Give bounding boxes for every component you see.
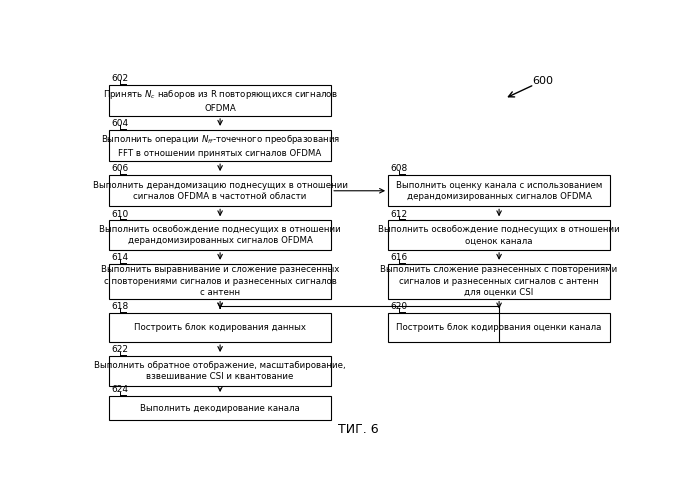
Bar: [388, 175, 610, 206]
Text: 624: 624: [112, 386, 129, 394]
Text: Выполнить оценку канала с использованием
дерандомизированных сигналов OFDMA: Выполнить оценку канала с использованием…: [396, 181, 603, 201]
Bar: [109, 356, 331, 386]
Text: 614: 614: [112, 253, 129, 262]
Text: ΤИГ. 6: ΤИГ. 6: [338, 423, 379, 436]
Text: Принять $N_c$ наборов из R повторяющихся сигналов
OFDMA: Принять $N_c$ наборов из R повторяющихся…: [103, 88, 338, 113]
Text: Выполнить дерандомизацию поднесущих в отношении
сигналов OFDMA в частотной облас: Выполнить дерандомизацию поднесущих в от…: [92, 181, 347, 201]
Text: 600: 600: [532, 76, 553, 86]
Text: Выполнить операции $N_{ff}$-точечного преобразования
FFT в отношении принятых си: Выполнить операции $N_{ff}$-точечного пр…: [101, 133, 340, 158]
Text: Выполнить освобождение поднесущих в отношении
оценок канала: Выполнить освобождение поднесущих в отно…: [378, 225, 620, 245]
Text: 604: 604: [112, 119, 129, 128]
Bar: [388, 312, 610, 342]
Bar: [109, 221, 331, 250]
Bar: [109, 84, 331, 116]
Text: Построить блок кодирования оценки канала: Построить блок кодирования оценки канала: [396, 323, 602, 332]
Bar: [109, 264, 331, 299]
Bar: [109, 396, 331, 420]
Text: Выполнить обратное отображение, масштабирование,
взвешивание CSI и квантование: Выполнить обратное отображение, масштаби…: [94, 361, 346, 381]
Text: 616: 616: [391, 253, 408, 262]
Bar: [388, 221, 610, 250]
Bar: [109, 175, 331, 206]
Text: Построить блок кодирования данных: Построить блок кодирования данных: [134, 323, 306, 332]
Text: 606: 606: [112, 164, 129, 173]
Text: 612: 612: [391, 210, 408, 219]
Text: 608: 608: [391, 164, 408, 173]
Bar: [109, 312, 331, 342]
Text: Выполнить сложение разнесенных с повторениями
сигналов и разнесенных сигналов с : Выполнить сложение разнесенных с повторе…: [380, 265, 618, 297]
Text: Выполнить освобождение поднесущих в отношении
дерандомизированных сигналов OFDMA: Выполнить освобождение поднесущих в отно…: [99, 225, 341, 245]
Text: 610: 610: [112, 210, 129, 219]
Bar: [388, 264, 610, 299]
Text: 620: 620: [391, 302, 408, 311]
Bar: [109, 130, 331, 161]
Text: 618: 618: [112, 302, 129, 311]
Text: Выполнить выравнивание и сложение разнесенных
с повторениями сигналов и разнесен: Выполнить выравнивание и сложение разнес…: [101, 265, 339, 297]
Text: 622: 622: [112, 346, 129, 354]
Text: Выполнить декодирование канала: Выполнить декодирование канала: [140, 404, 300, 413]
Text: 602: 602: [112, 74, 129, 83]
